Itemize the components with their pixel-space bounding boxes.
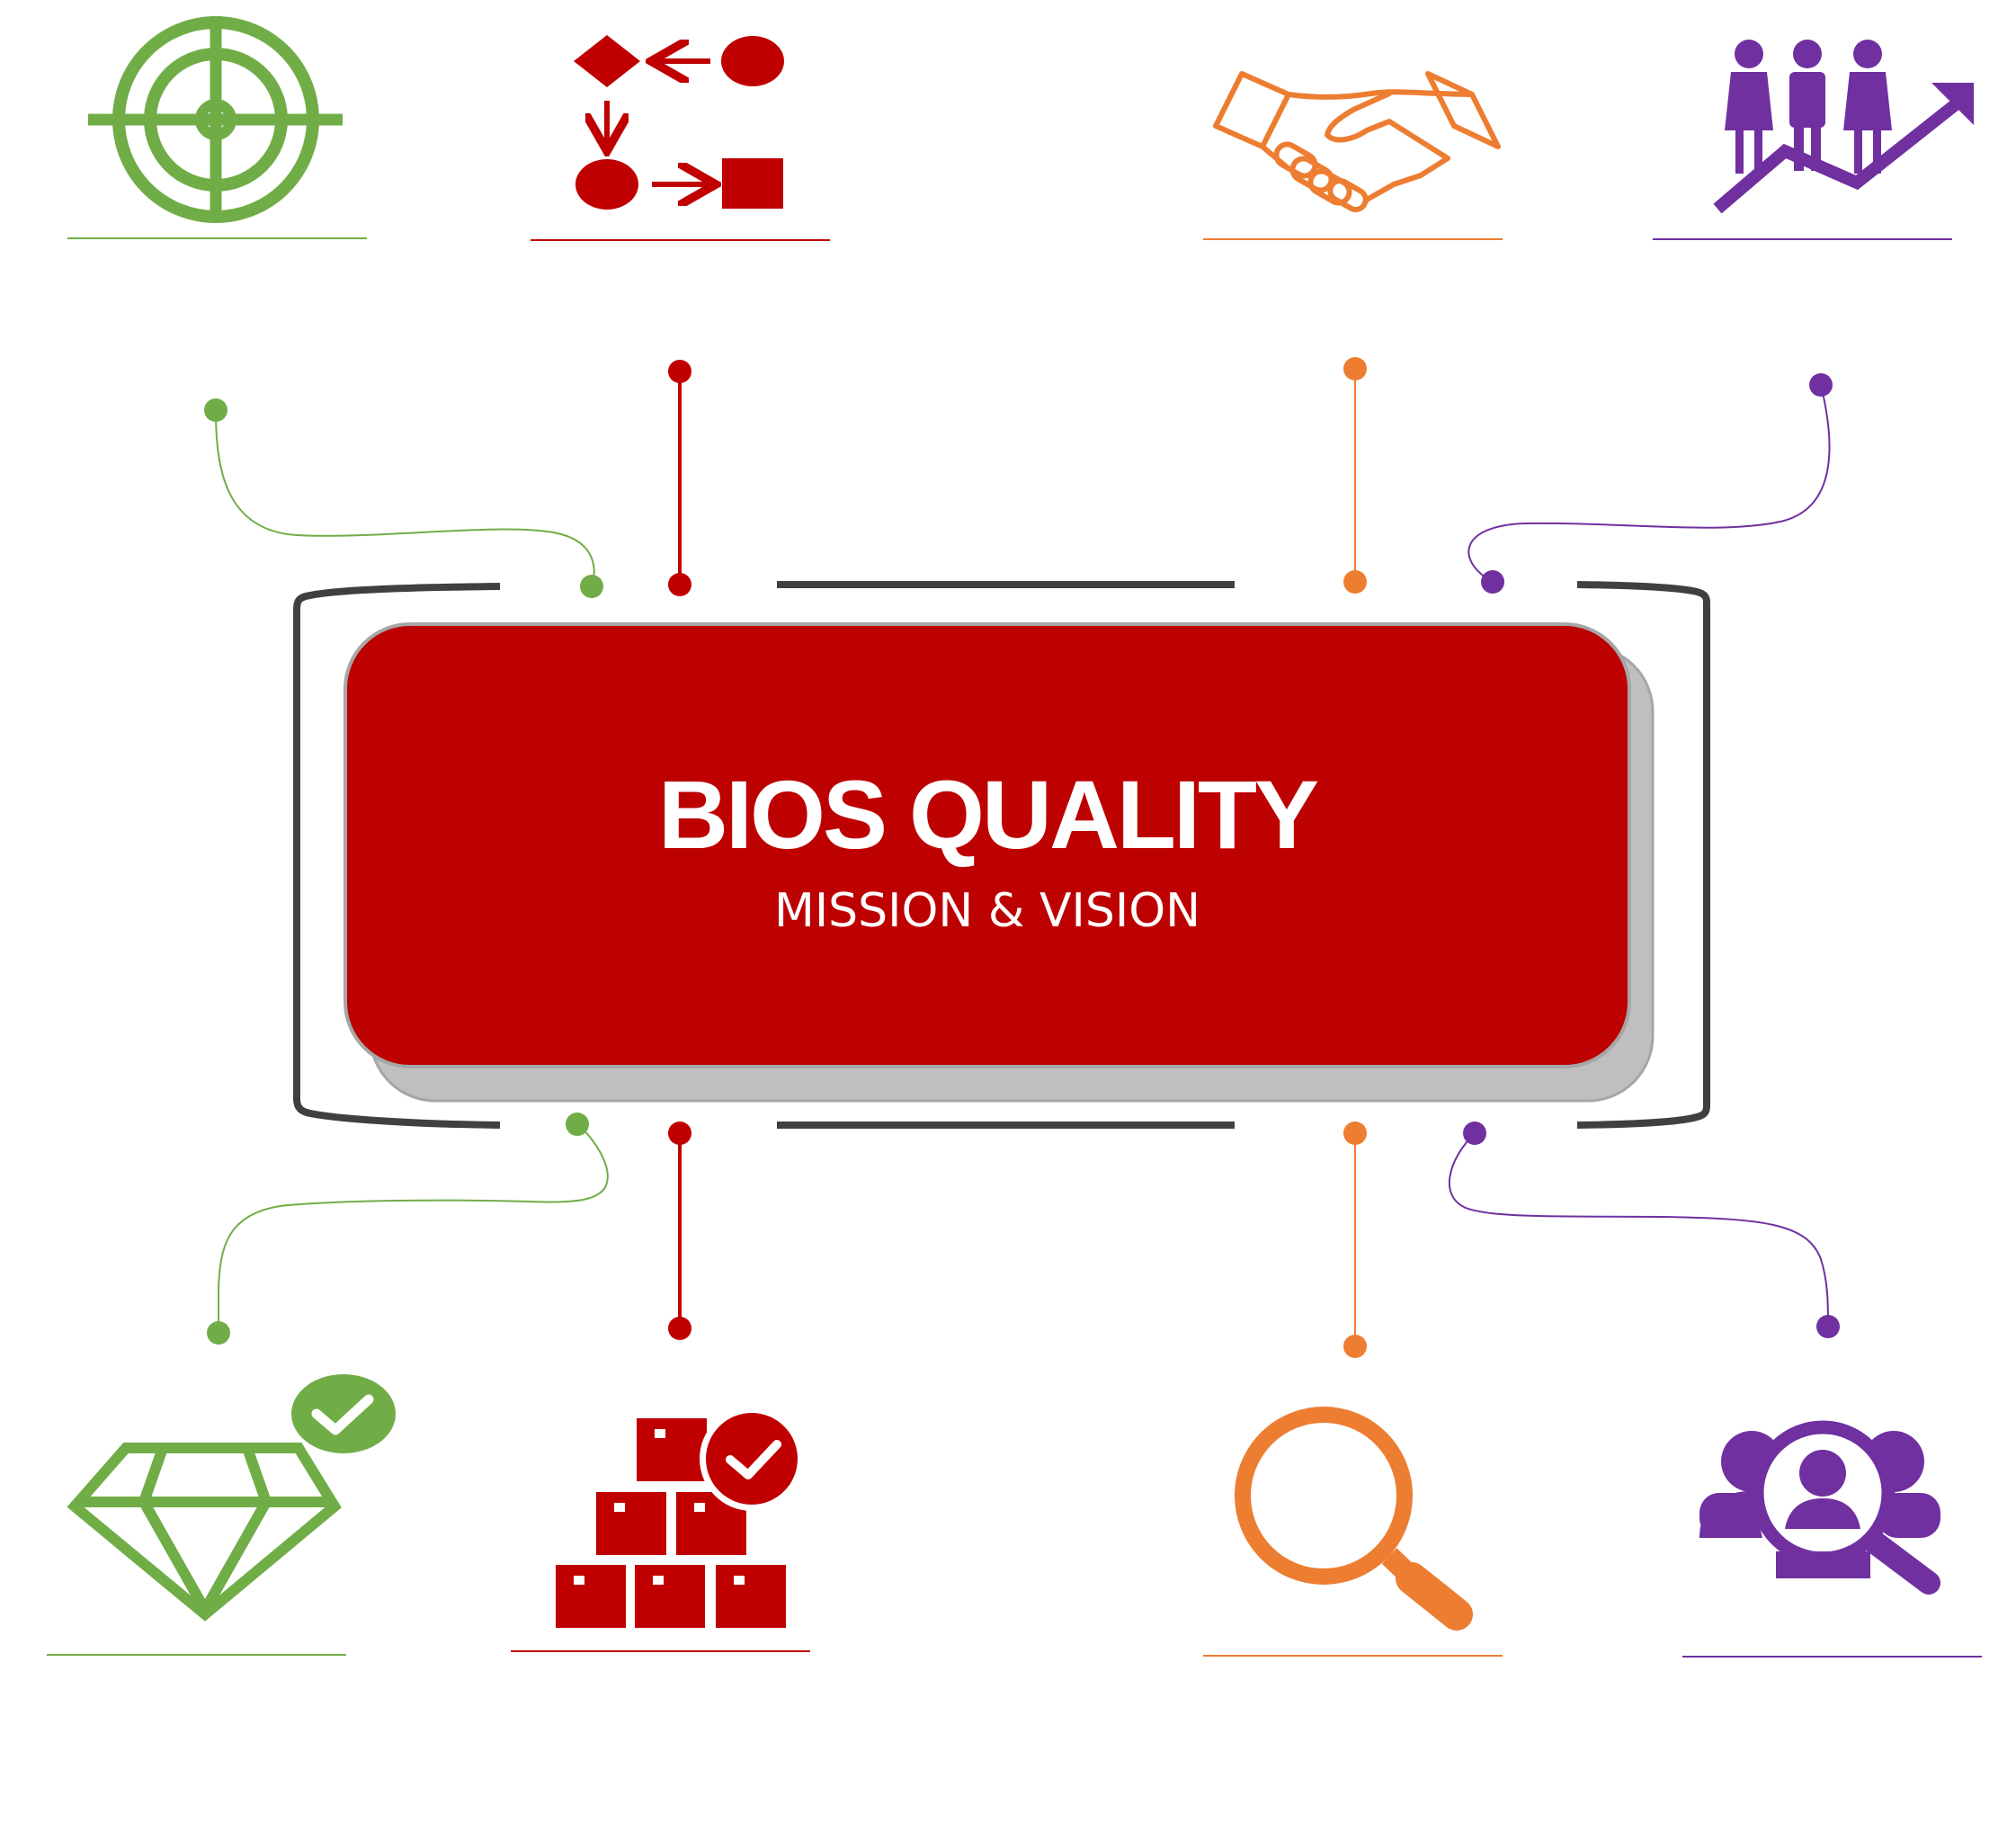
center-card xyxy=(343,622,1631,1068)
boxes-check-icon xyxy=(556,1407,804,1628)
target-icon xyxy=(88,16,343,223)
connector-bottom-red xyxy=(668,1122,691,1340)
diamond-check-icon xyxy=(67,1374,396,1622)
connector-top-orange xyxy=(1343,357,1367,594)
people-search-icon xyxy=(1699,1420,1940,1595)
connector-bottom-green xyxy=(207,1113,609,1345)
process-flow-icon xyxy=(574,35,784,210)
connector-top-purple xyxy=(1467,373,1833,594)
connector-bottom-orange xyxy=(1343,1122,1367,1358)
handshake-icon xyxy=(1213,71,1501,212)
connector-bottom-purple xyxy=(1449,1122,1840,1338)
team-growth-icon xyxy=(1713,40,1974,214)
magnifier-icon xyxy=(1235,1407,1473,1631)
center-title: BIOS QUALITY xyxy=(658,760,1318,869)
center-bracket-frame xyxy=(293,581,1710,1129)
connector-top-green xyxy=(204,398,603,598)
connector-top-red xyxy=(668,360,691,596)
center-subtitle: MISSION & VISION xyxy=(774,884,1200,938)
